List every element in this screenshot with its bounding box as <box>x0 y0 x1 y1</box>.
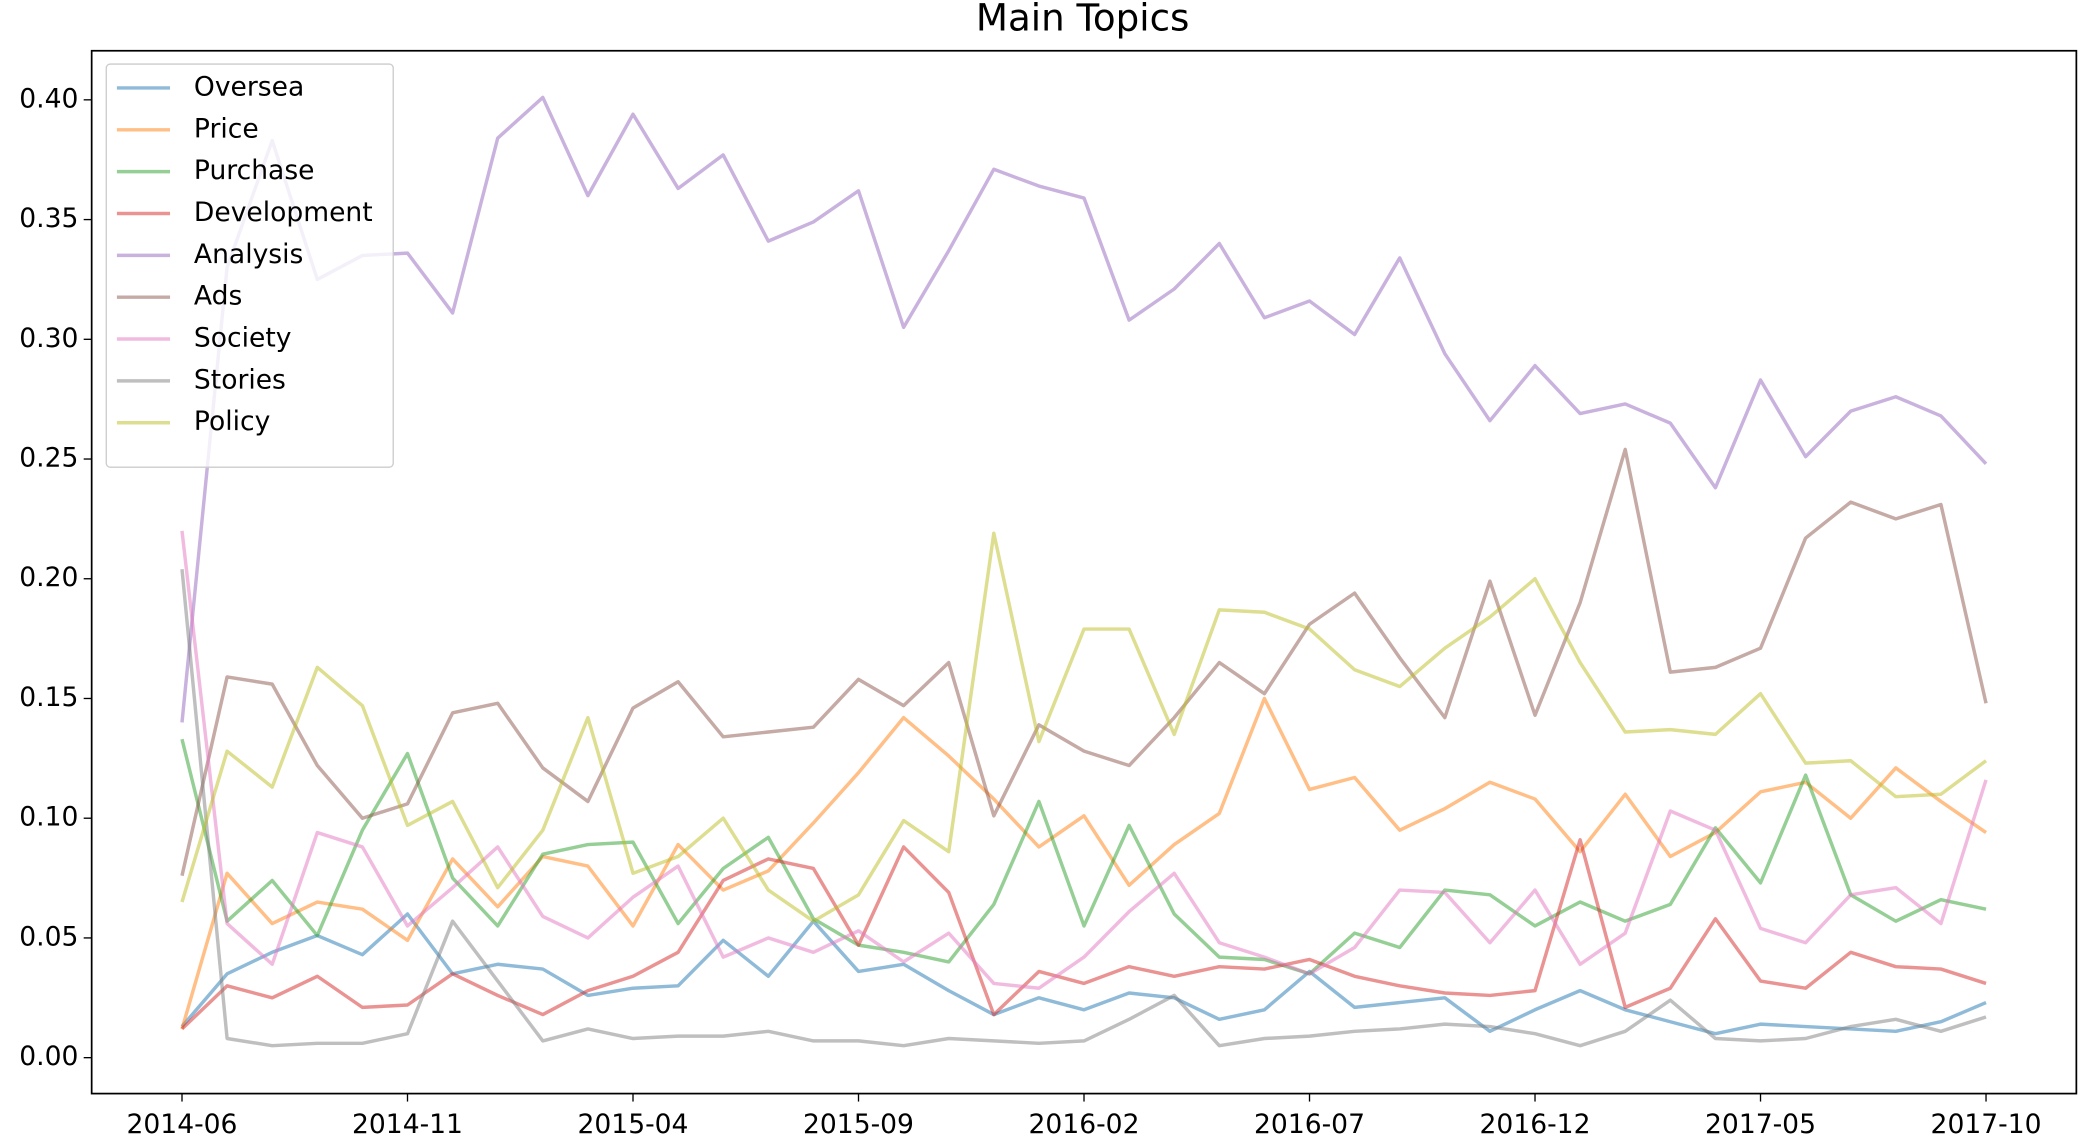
legend-label: Oversea <box>194 71 304 102</box>
series-line <box>180 738 1987 976</box>
x-tick-label: 2015-09 <box>803 1109 914 1140</box>
y-tick-label: 0.35 <box>19 203 78 234</box>
y-tick-label: 0.40 <box>19 83 78 114</box>
legend-label: Purchase <box>194 155 315 186</box>
y-tick-label: 0.00 <box>19 1041 78 1072</box>
legend-box <box>105 63 394 468</box>
x-tick-label: 2016-07 <box>1254 1109 1365 1140</box>
legend-label: Society <box>194 323 292 354</box>
x-tick-label: 2015-04 <box>578 1109 689 1140</box>
y-tick-label: 0.30 <box>19 323 78 354</box>
legend-label: Stories <box>194 364 286 395</box>
series-line <box>180 912 1987 1036</box>
legend-label: Policy <box>194 406 270 437</box>
y-tick-label: 0.10 <box>19 802 78 833</box>
legend-label: Development <box>194 197 373 228</box>
x-tick-label: 2016-02 <box>1029 1109 1140 1140</box>
series-line <box>180 569 1987 1048</box>
legend: Oversea Price Purchase Development Analysis A… <box>105 63 394 468</box>
x-tick-label: 2016-12 <box>1480 1109 1591 1140</box>
legend-label: Ads <box>194 281 242 312</box>
series-line <box>180 447 1988 877</box>
x-tick-label: 2014-11 <box>352 1109 463 1140</box>
legend-label: Price <box>194 113 259 144</box>
x-tick-label: 2017-10 <box>1931 1109 2042 1140</box>
series-line <box>180 531 1988 923</box>
y-tick-label: 0.15 <box>19 682 78 713</box>
plot-frame <box>90 49 2078 1095</box>
series-line <box>180 838 1987 1031</box>
y-tick-label: 0.25 <box>19 443 78 474</box>
series-line <box>180 696 1988 1030</box>
y-tick-label: 0.20 <box>19 562 78 593</box>
series-line <box>180 95 1988 723</box>
chart-title: Main Topics <box>976 0 1190 40</box>
x-tick-label: 2014-06 <box>127 1109 238 1140</box>
x-tick-label: 2017-05 <box>1705 1109 1816 1140</box>
y-tick-label: 0.05 <box>19 921 78 952</box>
legend-label: Analysis <box>194 239 303 270</box>
